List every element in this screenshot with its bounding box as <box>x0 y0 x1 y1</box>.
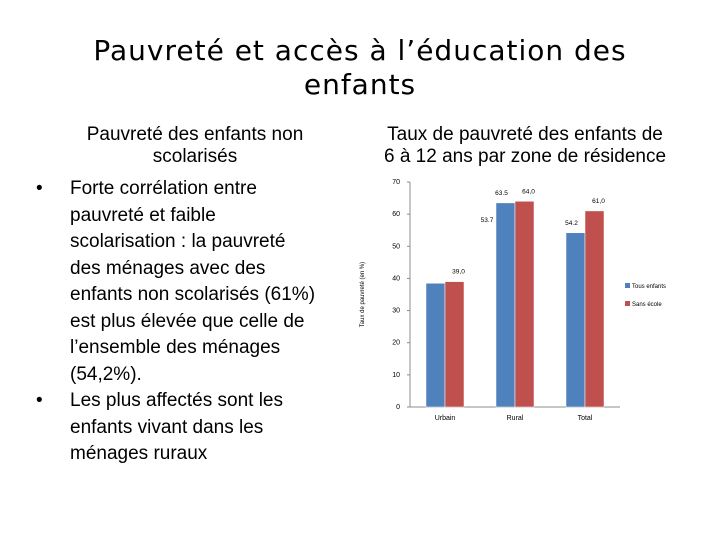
y-tick-label: 50 <box>392 243 400 250</box>
y-tick-label: 0 <box>396 404 400 411</box>
slide-title-line-1: Pauvreté et accès à l’éducation des <box>93 34 627 67</box>
bullet-line: Forte corrélation entre <box>70 178 257 199</box>
data-label: 64,0 <box>522 188 535 195</box>
legend-label: Sans école <box>632 302 662 308</box>
legend-label: Tous enfants <box>632 284 666 290</box>
bar-tous-enfants-rural <box>495 202 516 408</box>
chart-heading-line-2: 6 à 12 ans par zone de résidence <box>383 146 667 167</box>
legend-swatch <box>625 301 630 306</box>
bullet-line: scolarisation : la pauvreté <box>70 231 286 252</box>
poverty-bar-chart: 0 10 20 30 40 50 60 70 Taux de pauvreté (en %) 39… <box>360 179 666 422</box>
bullet-line: des ménages avec des <box>70 257 266 279</box>
bar-sans-ecole-total <box>584 210 605 408</box>
bullet-line: l’ensemble des ménages <box>70 337 281 358</box>
bar-sans-ecole-rural <box>514 201 535 408</box>
y-tick-label: 70 <box>392 179 400 186</box>
legend-swatch <box>625 283 630 288</box>
bullet-line: est plus élevée que celle de <box>70 310 305 332</box>
left-heading-line-1: Pauvreté des enfants non <box>86 124 304 145</box>
y-tick-label: 20 <box>392 340 400 347</box>
x-tick-label: Total <box>578 415 593 422</box>
slide-title: Pauvreté et accès à l’éducation des enfa… <box>40 34 680 102</box>
bullet-list: • Forte corrélation entre pauvreté et fa… <box>36 176 356 468</box>
slide-title-line-2: enfants <box>303 68 417 101</box>
bullet-line: ménages ruraux <box>70 443 208 464</box>
bullet-line: (54,2%). <box>70 363 142 385</box>
chart-heading: Taux de pauvreté des enfants de 6 à 12 a… <box>360 124 690 168</box>
bullet-line: Les plus affectés sont les <box>70 390 283 411</box>
bullet-item-rural: • Les plus affectés sont les enfants viv… <box>36 388 356 468</box>
left-section-heading: Pauvreté des enfants non scolarisés <box>60 124 330 168</box>
bullet-line: pauvreté et faible <box>70 204 216 226</box>
bar-tous-enfants-total <box>565 232 586 408</box>
bullet-line: enfants non scolarisés (61%) <box>70 284 316 305</box>
data-label: 54.2 <box>565 220 578 227</box>
bullet-dot: • <box>36 178 43 199</box>
y-tick-label: 40 <box>392 275 400 282</box>
y-tick-label: 60 <box>392 211 400 218</box>
data-label: 39,0 <box>452 269 465 276</box>
bar-tous-enfants-urbain <box>425 283 446 408</box>
bullet-dot: • <box>36 390 43 411</box>
chart-heading-line-1: Taux de pauvreté des enfants de <box>387 124 663 145</box>
data-label: 53.7 <box>481 217 494 224</box>
y-tick-label: 10 <box>392 372 400 379</box>
x-tick-label: Rural <box>507 415 524 422</box>
x-tick-label: Urbain <box>435 415 456 422</box>
bullet-item-correlation: • Forte corrélation entre pauvreté et fa… <box>36 176 356 388</box>
left-heading-line-2: scolarisés <box>152 146 238 167</box>
y-axis-title: Taux de pauvreté (en %) <box>360 262 366 327</box>
data-label: 63.5 <box>495 190 508 197</box>
data-label: 61,0 <box>592 198 605 205</box>
bar-sans-ecole-urbain <box>444 281 465 408</box>
bullet-line: enfants vivant dans les <box>70 416 264 438</box>
y-tick-label: 30 <box>392 308 400 315</box>
